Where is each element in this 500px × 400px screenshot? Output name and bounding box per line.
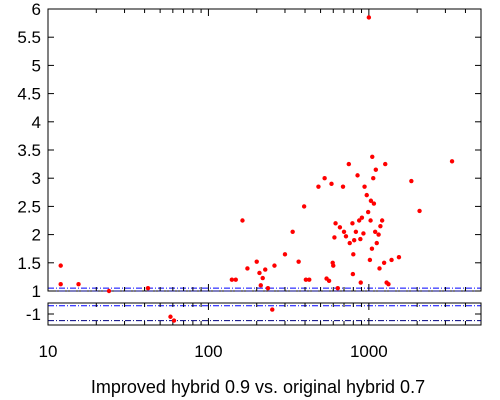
y-tick-label: 4 — [32, 113, 41, 132]
lower-plot-frame — [47, 302, 482, 326]
data-point — [329, 181, 334, 187]
data-point — [367, 257, 373, 263]
data-point — [356, 218, 362, 223]
y-tick-label: 5.5 — [17, 28, 41, 47]
data-point — [351, 252, 356, 257]
data-point — [265, 285, 271, 291]
data-point — [449, 159, 455, 164]
data-point — [364, 192, 369, 198]
data-point — [263, 267, 268, 272]
data-point — [346, 161, 352, 167]
y-tick-label: 6 — [32, 0, 41, 19]
data-point — [282, 252, 288, 257]
data-point — [378, 223, 383, 229]
data-point — [145, 285, 151, 291]
data-point — [351, 238, 357, 243]
x-tick-label: 10 — [39, 342, 58, 361]
data-point — [370, 154, 375, 159]
data-point — [358, 280, 363, 285]
data-point — [361, 231, 366, 236]
data-point — [316, 184, 321, 189]
data-point — [371, 176, 376, 181]
x-axis-ticks: 10 100 1000 — [39, 9, 482, 361]
data-point — [337, 225, 343, 230]
data-point — [106, 288, 112, 294]
data-point — [76, 282, 81, 287]
data-point — [171, 318, 177, 323]
data-points — [58, 15, 455, 323]
data-point — [373, 167, 379, 172]
data-point — [270, 307, 275, 312]
data-point — [333, 221, 338, 226]
data-point — [386, 282, 391, 287]
data-point — [296, 259, 301, 264]
data-point — [383, 161, 388, 167]
data-point — [272, 263, 277, 268]
data-point — [58, 282, 63, 287]
data-point — [362, 184, 367, 189]
data-point — [358, 236, 363, 242]
data-point — [359, 215, 365, 220]
upper-plot-frame — [47, 8, 482, 292]
data-point — [332, 235, 337, 240]
y-axis-ticks: 1 1.5 2 2.5 3 3.5 4 4.5 5 5.5 6 -1 — [17, 0, 481, 324]
data-point — [347, 240, 352, 246]
data-point — [366, 15, 372, 20]
data-point — [303, 277, 309, 282]
reference-lines — [48, 287, 481, 322]
data-point — [369, 246, 375, 251]
data-point — [260, 275, 265, 281]
data-point — [341, 229, 347, 234]
data-point — [257, 270, 262, 276]
data-point — [331, 263, 336, 268]
data-point — [307, 277, 312, 282]
data-point — [350, 221, 355, 226]
data-point — [353, 229, 359, 234]
x-tick-label: 1000 — [350, 342, 388, 361]
data-point — [340, 184, 346, 189]
data-point — [396, 254, 402, 260]
data-point — [371, 201, 377, 206]
data-point — [58, 263, 63, 268]
y-tick-label: 1 — [32, 282, 41, 301]
data-point — [322, 176, 327, 181]
data-point — [376, 232, 381, 237]
x-tick-label: 100 — [194, 342, 222, 361]
data-point — [409, 178, 414, 184]
data-point — [374, 240, 379, 246]
data-point — [254, 259, 259, 264]
data-point — [326, 278, 332, 284]
data-point — [343, 234, 349, 239]
y-tick-label: 2 — [32, 226, 41, 245]
data-point — [368, 218, 373, 223]
data-point — [245, 266, 250, 271]
data-point — [229, 277, 235, 282]
data-point — [417, 208, 422, 214]
y-tick-label: 2.5 — [17, 197, 41, 216]
data-point — [365, 209, 371, 215]
data-point — [233, 277, 238, 282]
data-point — [389, 257, 394, 263]
data-point — [379, 218, 385, 223]
y-tick-label: 3.5 — [17, 141, 41, 160]
y-tick-label: 4.5 — [17, 85, 41, 104]
data-point — [258, 283, 263, 288]
data-point — [290, 229, 295, 234]
y-tick-label: 1.5 — [17, 254, 41, 273]
data-point — [350, 271, 356, 277]
data-point — [355, 173, 360, 178]
data-point — [372, 229, 378, 234]
data-point — [301, 204, 307, 209]
y-tick-label: 3 — [32, 169, 41, 188]
data-point — [240, 218, 245, 223]
data-point — [377, 266, 382, 271]
data-point — [368, 198, 374, 203]
x-axis-title: Improved hybrid 0.9 vs. original hybrid … — [91, 377, 425, 397]
y-tick-label: -1 — [26, 305, 41, 324]
data-point — [381, 260, 387, 265]
y-tick-label: 5 — [32, 56, 41, 75]
data-point — [335, 285, 340, 291]
data-point — [168, 314, 173, 319]
